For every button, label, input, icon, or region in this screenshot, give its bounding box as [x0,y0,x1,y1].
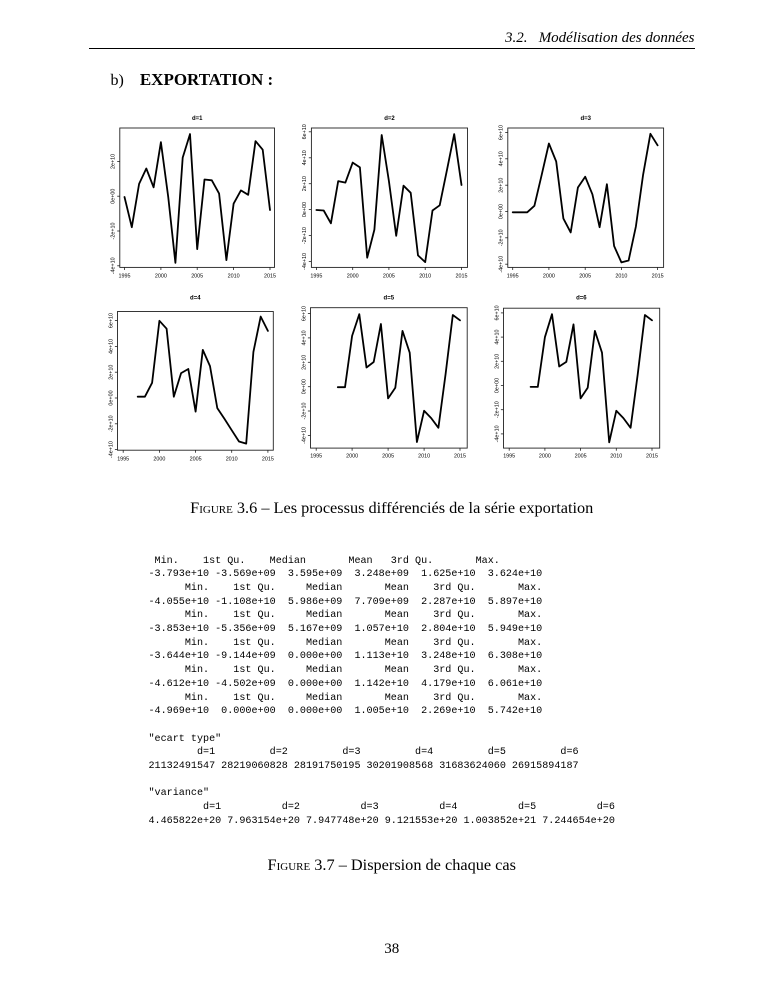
svg-text:2015: 2015 [454,453,466,459]
svg-text:-2e+10: -2e+10 [108,415,114,432]
svg-text:-2e+10: -2e+10 [499,229,505,246]
svg-text:1995: 1995 [310,453,322,459]
svg-text:d=3: d=3 [580,116,591,122]
svg-text:2010: 2010 [419,274,431,280]
svg-text:2e+10: 2e+10 [108,365,114,380]
svg-text:2000: 2000 [543,274,555,280]
svg-text:2e+10: 2e+10 [494,354,500,369]
svg-text:2015: 2015 [456,274,468,280]
svg-text:2005: 2005 [382,453,394,459]
svg-text:-2e+10: -2e+10 [301,403,307,420]
svg-text:-4e+10: -4e+10 [111,257,117,274]
svg-text:2000: 2000 [155,274,167,280]
svg-text:2015: 2015 [652,274,664,280]
svg-text:d=2: d=2 [384,116,395,122]
svg-text:-2e+10: -2e+10 [302,227,308,244]
svg-text:2e+10: 2e+10 [301,355,307,370]
svg-text:6e+10: 6e+10 [499,125,505,140]
svg-text:2015: 2015 [646,453,658,459]
svg-text:2015: 2015 [262,456,274,462]
svg-text:4e+10: 4e+10 [494,330,500,345]
svg-text:4e+10: 4e+10 [499,151,505,166]
svg-text:4e+10: 4e+10 [301,330,307,345]
svg-text:2010: 2010 [228,274,240,280]
svg-text:-4e+10: -4e+10 [499,256,505,273]
svg-text:2000: 2000 [346,453,358,459]
svg-text:2010: 2010 [610,453,622,459]
svg-text:-4e+10: -4e+10 [108,441,114,458]
svg-text:2010: 2010 [226,456,238,462]
svg-text:6e+10: 6e+10 [301,306,307,321]
svg-text:-2e+10: -2e+10 [111,223,117,240]
svg-text:4e+10: 4e+10 [108,339,114,354]
svg-text:2000: 2000 [153,456,165,462]
svg-text:-4e+10: -4e+10 [301,427,307,444]
svg-text:6e+10: 6e+10 [494,305,500,320]
svg-text:4e+10: 4e+10 [302,150,308,165]
svg-text:1995: 1995 [503,453,515,459]
svg-text:0e+00: 0e+00 [108,390,114,405]
svg-text:0e+00: 0e+00 [301,379,307,394]
svg-text:2e+10: 2e+10 [499,178,505,193]
svg-text:2015: 2015 [264,274,276,280]
svg-text:0e+00: 0e+00 [494,378,500,393]
svg-text:2e+10: 2e+10 [302,176,308,191]
svg-text:0e+00: 0e+00 [302,202,308,217]
svg-text:d=6: d=6 [576,296,587,302]
svg-text:2000: 2000 [347,274,359,280]
svg-text:-2e+10: -2e+10 [494,401,500,418]
svg-text:d=5: d=5 [384,296,395,302]
svg-text:6e+10: 6e+10 [302,124,308,139]
svg-text:1995: 1995 [310,274,322,280]
svg-text:d=4: d=4 [190,296,201,302]
svg-text:2010: 2010 [418,453,430,459]
svg-text:2005: 2005 [579,274,591,280]
svg-text:-4e+10: -4e+10 [302,253,308,270]
svg-text:d=1: d=1 [192,116,203,122]
svg-text:1995: 1995 [119,274,131,280]
svg-text:-4e+10: -4e+10 [494,425,500,442]
svg-text:2005: 2005 [575,453,587,459]
svg-text:0e+00: 0e+00 [111,189,117,204]
svg-text:6e+10: 6e+10 [108,313,114,328]
svg-text:2005: 2005 [191,274,203,280]
svg-text:1995: 1995 [117,456,129,462]
svg-text:2010: 2010 [615,274,627,280]
svg-text:2005: 2005 [383,274,395,280]
svg-text:2005: 2005 [190,456,202,462]
svg-text:2000: 2000 [539,453,551,459]
svg-text:2e+10: 2e+10 [111,154,117,169]
svg-text:0e+00: 0e+00 [499,204,505,219]
svg-text:1995: 1995 [507,274,519,280]
